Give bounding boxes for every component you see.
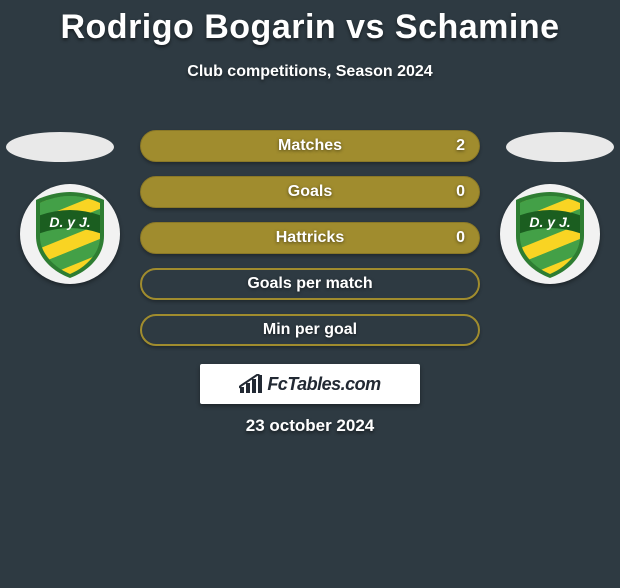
- player-oval-right: [506, 132, 614, 162]
- stat-label: Goals: [288, 183, 332, 201]
- stat-value: 0: [456, 229, 465, 247]
- subtitle: Club competitions, Season 2024: [0, 63, 620, 81]
- club-crest-left: D. y J.: [20, 184, 120, 284]
- stat-label: Min per goal: [263, 321, 357, 339]
- crest-banner-text: D. y J.: [49, 214, 90, 230]
- stat-row-goals: Goals 0: [140, 176, 480, 208]
- chart-icon: [239, 374, 263, 394]
- page-title: Rodrigo Bogarin vs Schamine: [0, 8, 620, 47]
- stat-row-min-per-goal: Min per goal: [140, 314, 480, 346]
- date-text: 23 october 2024: [0, 416, 620, 436]
- stat-row-goals-per-match: Goals per match: [140, 268, 480, 300]
- club-crest-right: D. y J.: [500, 184, 600, 284]
- crest-banner-text: D. y J.: [529, 214, 570, 230]
- stats-panel: Matches 2 Goals 0 Hattricks 0 Goals per …: [140, 130, 480, 360]
- stat-value: 0: [456, 183, 465, 201]
- shield-icon: D. y J.: [510, 190, 590, 280]
- site-logo: FcTables.com: [239, 374, 380, 395]
- site-logo-box: FcTables.com: [200, 364, 420, 404]
- stat-label: Hattricks: [276, 229, 344, 247]
- stat-label: Goals per match: [247, 275, 372, 293]
- stat-label: Matches: [278, 137, 342, 155]
- logo-text: FcTables.com: [267, 374, 380, 395]
- stat-value: 2: [456, 137, 465, 155]
- shield-icon: D. y J.: [30, 190, 110, 280]
- stat-row-matches: Matches 2: [140, 130, 480, 162]
- player-oval-left: [6, 132, 114, 162]
- stat-row-hattricks: Hattricks 0: [140, 222, 480, 254]
